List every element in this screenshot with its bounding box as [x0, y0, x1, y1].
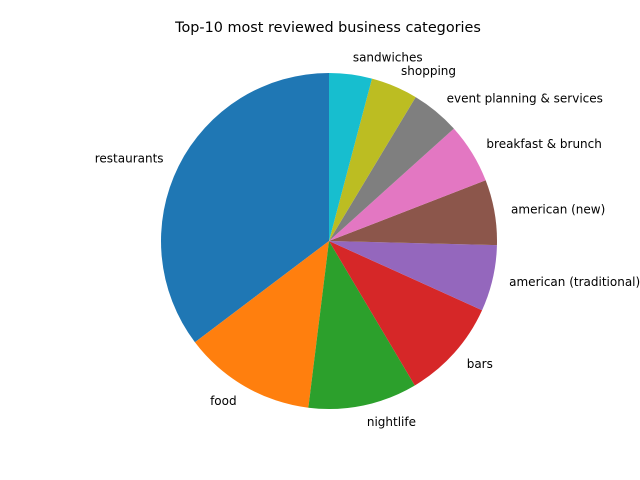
- pie-label-bars: bars: [467, 357, 493, 371]
- pie-slice-food: [194, 241, 329, 408]
- pie-label-sandwiches: sandwiches: [353, 51, 423, 65]
- pie-slice-breakfast-brunch: [329, 128, 486, 241]
- pie-labels: restaurants food nightlife bars american (tr…: [95, 51, 640, 429]
- pie-label-event-planning-services: event planning & services: [447, 91, 603, 105]
- pie-label-food: food: [210, 394, 237, 408]
- pie-label-american-traditional: american (traditional): [509, 275, 640, 289]
- chart-title: Top-10 most reviewed business categories: [174, 20, 481, 36]
- pie-slice-sandwiches: [329, 73, 372, 241]
- pie-slice-bars: [329, 241, 483, 386]
- pie-slice-american-new: [329, 180, 498, 246]
- pie-label-american-new: american (new): [511, 202, 605, 216]
- pie-slice-nightlife: [308, 241, 415, 410]
- pie-label-nightlife: nightlife: [367, 415, 416, 429]
- pie-slices: [160, 73, 498, 410]
- pie-label-breakfast-brunch: breakfast & brunch: [486, 137, 601, 151]
- pie-slice-american-traditional: [329, 241, 497, 311]
- pie-slice-event-planning-services: [329, 97, 454, 241]
- pie-slice-shopping: [329, 78, 416, 241]
- pie-label-restaurants: restaurants: [95, 152, 164, 166]
- pie-slice-restaurants: [160, 73, 329, 343]
- pie-label-shopping: shopping: [401, 64, 456, 78]
